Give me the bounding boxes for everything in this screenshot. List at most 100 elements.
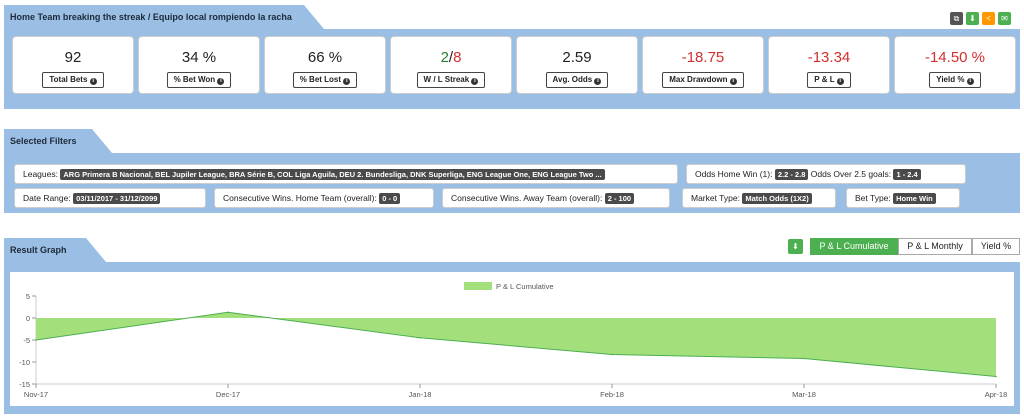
data-point xyxy=(995,375,997,378)
stat-label: % Bet Lost xyxy=(299,75,342,84)
filter-label: Date Range: xyxy=(23,193,71,203)
filter-label: Consecutive Wins. Home Team (overall): xyxy=(223,193,377,203)
x-tick-label: Apr-18 xyxy=(985,390,1008,399)
filter-bettype: Bet Type: Home Win xyxy=(846,188,960,208)
stat-value: -18.75 xyxy=(681,49,725,66)
filter-value: 2 - 100 xyxy=(604,193,635,204)
info-icon: i xyxy=(836,78,844,85)
strategy-title: Home Team breaking the streak / Equipo l… xyxy=(10,12,292,22)
streak-won: 2 xyxy=(440,49,449,66)
stat-label: Max Drawdown xyxy=(669,75,728,84)
stat-label-button[interactable]: Total Bets i xyxy=(42,72,104,88)
y-tick-label: 0 xyxy=(26,314,30,323)
stat-pl: -13.34 P & L i xyxy=(768,36,890,94)
filters-panel-header: Selected Filters xyxy=(4,129,112,153)
stats-panel: 92 Total Bets i 34 % % Bet Won i 66 % % … xyxy=(4,29,1020,109)
filter-value: Home Win xyxy=(893,193,936,204)
filter-label: Leagues: xyxy=(23,169,58,179)
x-tick-label: Nov-17 xyxy=(24,390,48,399)
x-tick-label: Mar-18 xyxy=(792,390,816,399)
stat-label-button[interactable]: Yield % i xyxy=(929,72,981,88)
filters-title: Selected Filters xyxy=(10,136,77,146)
info-icon: i xyxy=(343,78,351,85)
stat-label-button[interactable]: P & L i xyxy=(807,72,851,88)
filter-value: 03/11/2017 - 31/12/2099 xyxy=(73,193,161,204)
tab-pl-cumulative[interactable]: P & L Cumulative xyxy=(810,238,898,255)
download-button[interactable]: ⬇ xyxy=(966,12,979,25)
chart-container: 5 0 -5 -10 -15 Nov-17 Dec-17 Jan-18 Feb-18 Mar-18… xyxy=(10,272,1014,406)
graph-panel-header: Result Graph xyxy=(4,238,106,262)
filter-value: 0 - 0 xyxy=(379,193,401,204)
stat-wl-streak: 2/8 W / L Streak i xyxy=(390,36,512,94)
x-tick-label: Feb-18 xyxy=(600,390,624,399)
y-tick-label: 5 xyxy=(26,292,30,301)
filter-odds: Odds Home Win (1): 2.2 - 2.8 Odds Over 2… xyxy=(686,164,966,184)
y-tick-label: -15 xyxy=(19,380,30,389)
stat-value: 2.59 xyxy=(562,49,592,66)
stat-value: 2/8 xyxy=(391,49,511,67)
data-point xyxy=(611,353,613,356)
graph-title: Result Graph xyxy=(10,245,67,255)
stat-label: P & L xyxy=(814,75,835,84)
filter-value: Match Odds (1X2) xyxy=(742,193,812,204)
streak-lost: 8 xyxy=(453,49,462,66)
streak-sep: / xyxy=(448,49,454,66)
filter-label: Market Type: xyxy=(691,193,740,203)
stat-label-button[interactable]: W / L Streak i xyxy=(416,72,486,88)
stat-label-button[interactable]: Max Drawdown i xyxy=(662,72,744,88)
stat-yield: -14.50 % Yield % i xyxy=(894,36,1016,94)
data-point xyxy=(419,337,421,339)
stat-label: Yield % xyxy=(936,75,965,84)
series-line xyxy=(35,311,997,378)
x-tick-label: Jan-18 xyxy=(409,390,432,399)
stat-label-button[interactable]: % Bet Won i xyxy=(166,72,232,88)
copy-button[interactable]: ⧉ xyxy=(950,12,963,25)
filter-label: Bet Type: xyxy=(855,193,891,203)
stat-value: 34 % xyxy=(181,49,217,66)
filter-value: 1 - 2.4 xyxy=(893,169,921,180)
y-tick-label: -5 xyxy=(23,336,30,345)
filter-leagues: Leagues: ARG Primera B Nacional, BEL Jup… xyxy=(14,164,678,184)
legend-swatch xyxy=(464,282,492,290)
tab-pl-monthly[interactable]: P & L Monthly xyxy=(898,238,972,255)
series-area xyxy=(36,312,996,377)
info-icon: i xyxy=(966,78,974,85)
filter-label: Consecutive Wins. Away Team (overall): xyxy=(451,193,603,203)
info-icon: i xyxy=(594,78,602,85)
info-icon: i xyxy=(89,78,97,85)
stat-value: 92 xyxy=(64,49,82,66)
filter-cons-home: Consecutive Wins. Home Team (overall): 0… xyxy=(214,188,434,208)
data-point xyxy=(227,311,229,314)
stat-label-button[interactable]: Avg. Odds i xyxy=(545,72,609,88)
data-point xyxy=(35,339,37,341)
tab-yield[interactable]: Yield % xyxy=(972,238,1020,255)
stat-max-drawdown: -18.75 Max Drawdown i xyxy=(642,36,764,94)
filter-value: 2.2 - 2.8 xyxy=(774,169,809,180)
stat-value: -13.34 xyxy=(807,49,851,66)
stat-label-button[interactable]: % Bet Lost i xyxy=(292,72,358,88)
y-tick-label: -10 xyxy=(19,358,30,367)
filter-date: Date Range: 03/11/2017 - 31/12/2099 xyxy=(14,188,206,208)
info-icon: i xyxy=(471,78,479,85)
filter-cons-away: Consecutive Wins. Away Team (overall): 2… xyxy=(442,188,670,208)
x-tick-label: Dec-17 xyxy=(216,390,240,399)
stat-bet-won: 34 % % Bet Won i xyxy=(138,36,260,94)
stat-label: % Bet Won xyxy=(173,75,216,84)
graph-download-button[interactable]: ⬇ xyxy=(788,239,803,254)
stat-avg-odds: 2.59 Avg. Odds i xyxy=(516,36,638,94)
stat-label: W / L Streak xyxy=(423,75,470,84)
email-button[interactable]: ✉ xyxy=(998,12,1011,25)
filter-label: Odds Home Win (1): xyxy=(695,169,773,179)
share-button[interactable]: < xyxy=(982,12,995,25)
filter-label: Odds Over 2.5 goals: xyxy=(810,169,892,179)
stat-bet-lost: 66 % % Bet Lost i xyxy=(264,36,386,94)
info-icon: i xyxy=(217,78,225,85)
stats-panel-header: Home Team breaking the streak / Equipo l… xyxy=(4,5,324,29)
stat-label: Total Bets xyxy=(49,75,88,84)
info-icon: i xyxy=(729,78,737,85)
stat-value: -14.50 % xyxy=(924,49,986,66)
filter-market: Market Type: Match Odds (1X2) xyxy=(682,188,836,208)
stat-value: 66 % xyxy=(307,49,343,66)
filter-value: ARG Primera B Nacional, BEL Jupiler Leag… xyxy=(60,169,605,180)
